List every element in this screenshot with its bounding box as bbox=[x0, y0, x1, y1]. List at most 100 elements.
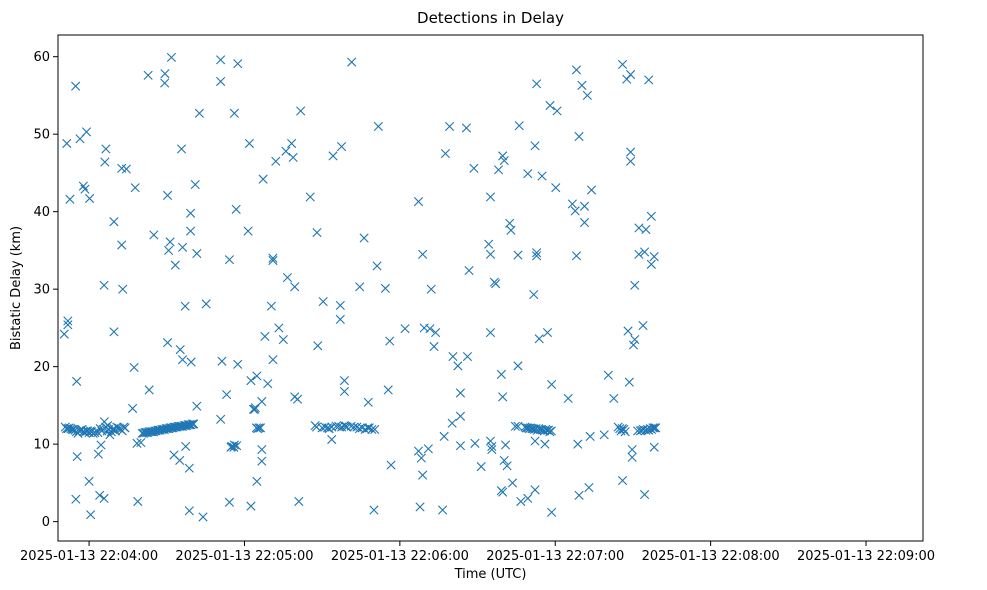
data-point bbox=[101, 144, 111, 154]
data-point bbox=[339, 386, 350, 397]
data-point bbox=[184, 506, 194, 516]
data-point bbox=[626, 156, 636, 166]
data-point bbox=[254, 423, 264, 433]
data-point bbox=[263, 379, 273, 389]
data-point bbox=[305, 192, 315, 202]
data-point bbox=[268, 253, 278, 263]
x-tick-label: 2025-01-13 22:05:00 bbox=[175, 549, 313, 564]
data-point bbox=[425, 324, 435, 334]
data-point bbox=[149, 230, 159, 240]
data-point bbox=[187, 419, 198, 429]
data-point bbox=[296, 106, 306, 116]
data-point bbox=[71, 494, 81, 504]
data-point bbox=[453, 361, 463, 371]
y-tick-label: 40 bbox=[33, 205, 50, 220]
data-point bbox=[620, 427, 630, 437]
data-point bbox=[248, 404, 259, 414]
data-point bbox=[294, 496, 304, 507]
data-point bbox=[448, 351, 458, 362]
y-axis: 0 10 20 30 40 50 60 bbox=[33, 50, 58, 530]
data-point bbox=[278, 334, 288, 345]
data-point bbox=[513, 361, 523, 371]
data-point bbox=[369, 505, 379, 515]
data-point bbox=[470, 438, 480, 448]
data-point bbox=[487, 444, 497, 455]
data-point bbox=[86, 510, 96, 520]
data-point bbox=[95, 490, 105, 500]
data-point bbox=[630, 280, 640, 290]
data-point bbox=[506, 225, 516, 235]
data-point bbox=[577, 80, 587, 90]
x-tick-label: 2025-01-13 22:06:00 bbox=[331, 549, 469, 564]
data-point bbox=[232, 441, 242, 451]
data-point bbox=[530, 436, 540, 446]
data-point bbox=[224, 255, 235, 265]
data-point bbox=[268, 255, 278, 266]
data-point bbox=[534, 334, 544, 344]
data-point bbox=[532, 248, 542, 258]
data-point bbox=[484, 239, 494, 249]
x-tick-label: 2025-01-13 22:09:00 bbox=[797, 549, 935, 564]
data-point bbox=[186, 226, 196, 236]
y-tick-label: 10 bbox=[33, 438, 50, 453]
data-point bbox=[252, 371, 262, 381]
data-point bbox=[327, 434, 337, 445]
data-point bbox=[257, 396, 267, 407]
data-point bbox=[99, 280, 109, 290]
data-point bbox=[192, 401, 202, 411]
data-point bbox=[318, 296, 328, 307]
data-point bbox=[546, 426, 556, 436]
data-point bbox=[440, 148, 451, 159]
data-point bbox=[233, 359, 243, 369]
data-point bbox=[192, 248, 202, 259]
data-point bbox=[623, 326, 633, 336]
data-point bbox=[217, 356, 227, 366]
data-point bbox=[287, 138, 297, 149]
data-point bbox=[640, 489, 650, 500]
data-point bbox=[502, 461, 512, 471]
data-point bbox=[100, 157, 110, 167]
data-point bbox=[385, 336, 395, 346]
data-point bbox=[634, 223, 644, 233]
data-point bbox=[288, 152, 298, 163]
data-point bbox=[84, 476, 94, 486]
data-point bbox=[516, 496, 526, 507]
data-point bbox=[638, 320, 648, 331]
data-point bbox=[649, 442, 659, 452]
data-point bbox=[252, 476, 262, 486]
data-point bbox=[493, 165, 504, 175]
data-point bbox=[476, 462, 486, 472]
data-point bbox=[162, 338, 173, 348]
data-point bbox=[363, 397, 373, 407]
data-point bbox=[282, 272, 293, 283]
data-point bbox=[144, 385, 154, 395]
data-point bbox=[105, 430, 115, 440]
data-point bbox=[81, 127, 92, 137]
data-point bbox=[431, 327, 441, 338]
data-point bbox=[90, 427, 100, 438]
data-point bbox=[71, 81, 81, 91]
data-point bbox=[500, 440, 511, 450]
data-point bbox=[260, 331, 270, 342]
data-point bbox=[186, 357, 196, 367]
data-point bbox=[216, 414, 226, 424]
data-point bbox=[281, 146, 291, 156]
data-point bbox=[507, 478, 518, 488]
data-point bbox=[628, 340, 639, 350]
data-point bbox=[426, 284, 436, 294]
data-point bbox=[630, 334, 640, 345]
data-point bbox=[78, 181, 88, 191]
data-point bbox=[537, 171, 547, 181]
data-point bbox=[163, 245, 174, 256]
data-point bbox=[355, 282, 365, 292]
data-point bbox=[62, 138, 72, 149]
data-point bbox=[222, 389, 232, 400]
data-point bbox=[571, 65, 582, 75]
data-point bbox=[255, 423, 266, 433]
data-point bbox=[231, 204, 241, 214]
data-point bbox=[120, 423, 130, 433]
data-point bbox=[552, 106, 562, 116]
data-point bbox=[143, 70, 153, 80]
data-point bbox=[609, 393, 619, 404]
